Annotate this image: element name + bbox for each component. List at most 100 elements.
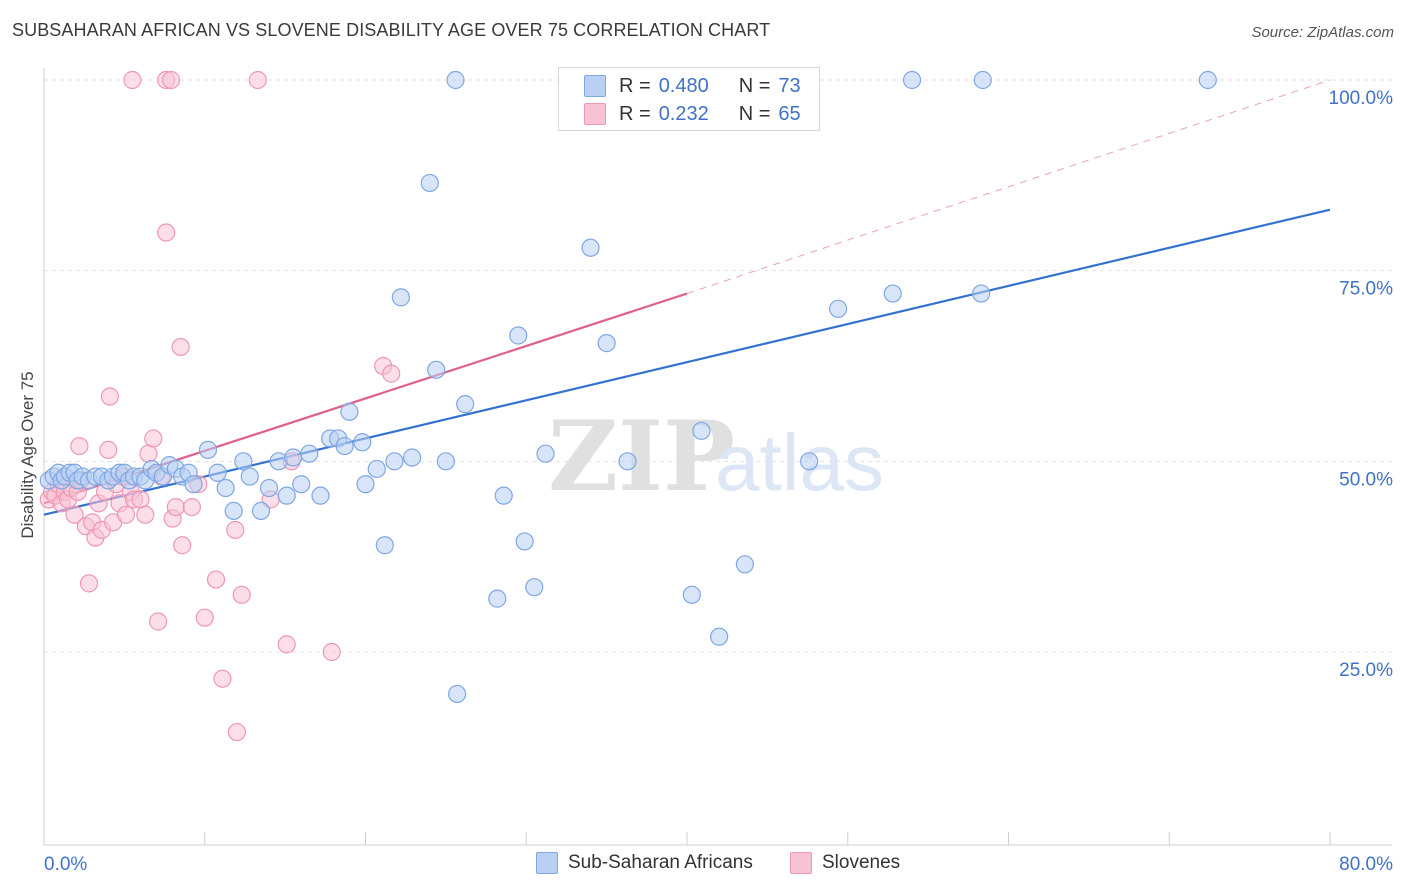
- legend-r-label: R =: [619, 102, 651, 125]
- data-point-sub-saharan-africans: [710, 627, 729, 646]
- data-point-sub-saharan-africans: [234, 452, 253, 471]
- data-point-slovenes: [171, 337, 190, 357]
- data-point-sub-saharan-africans: [536, 444, 555, 463]
- series-sub-saharan-africans: [39, 70, 1217, 704]
- data-point-sub-saharan-africans: [883, 284, 902, 303]
- data-point-sub-saharan-africans: [446, 70, 465, 90]
- data-point-sub-saharan-africans: [356, 475, 375, 494]
- legend-r-value: 0.232: [658, 102, 709, 125]
- data-point-sub-saharan-africans: [251, 501, 271, 521]
- watermark: ZIP atlas: [548, 400, 884, 513]
- axes: [43, 68, 1392, 846]
- data-point-sub-saharan-africans: [391, 288, 410, 307]
- data-point-sub-saharan-africans: [515, 532, 534, 551]
- data-point-sub-saharan-africans: [735, 555, 754, 574]
- data-point-sub-saharan-africans: [198, 440, 218, 459]
- data-point-sub-saharan-africans: [597, 334, 616, 353]
- data-point-sub-saharan-africans: [902, 70, 922, 90]
- data-point-slovenes: [123, 70, 142, 90]
- legend-n-value: 73: [778, 74, 801, 97]
- x-tick-label: 80.0%: [1339, 854, 1393, 875]
- data-point-sub-saharan-africans: [436, 452, 455, 471]
- data-point-slovenes: [65, 505, 84, 524]
- data-point-slovenes: [144, 429, 163, 448]
- legend-r-value: 0.480: [658, 74, 709, 97]
- y-tick-label: 25.0%: [1339, 660, 1393, 681]
- data-point-sub-saharan-africans: [292, 475, 311, 494]
- legend-swatch-blue: [536, 852, 558, 874]
- data-point-slovenes: [166, 497, 185, 517]
- data-point-sub-saharan-africans: [208, 463, 227, 482]
- legend-item-sub-saharan-africans[interactable]: Sub-Saharan Africans: [536, 852, 753, 874]
- data-point-sub-saharan-africans: [829, 299, 848, 318]
- data-point-sub-saharan-africans: [224, 501, 243, 521]
- legend-n-label: N =: [738, 102, 771, 125]
- data-point-sub-saharan-africans: [353, 433, 372, 452]
- data-point-slovenes: [100, 387, 120, 406]
- legend-stats-row-blue: R = 0.480 N = 73: [584, 72, 801, 100]
- data-point-slovenes: [226, 520, 245, 540]
- data-point-slovenes: [227, 722, 246, 742]
- data-point-sub-saharan-africans: [300, 444, 319, 463]
- legend-stats-row-pink: R = 0.232 N = 65: [584, 100, 801, 128]
- data-point-slovenes: [195, 608, 214, 627]
- data-point-slovenes: [79, 574, 99, 593]
- x-tick-label: 0.0%: [44, 854, 87, 875]
- legend-n-label: N =: [738, 74, 771, 97]
- chart-title: SUBSAHARAN AFRICAN VS SLOVENE DISABILITY…: [12, 20, 771, 40]
- data-point-sub-saharan-africans: [240, 467, 259, 486]
- data-point-sub-saharan-africans: [427, 360, 446, 379]
- y-tick-label: 75.0%: [1339, 279, 1393, 300]
- data-point-sub-saharan-africans: [525, 578, 544, 597]
- y-tick-label: 100.0%: [1329, 88, 1394, 109]
- legend-item-slovenes[interactable]: Slovenes: [790, 852, 900, 874]
- data-point-sub-saharan-africans: [1198, 70, 1217, 90]
- data-point-slovenes: [139, 444, 158, 463]
- chart-source: Source: ZipAtlas.com: [1251, 24, 1394, 41]
- data-point-sub-saharan-africans: [403, 448, 422, 467]
- data-point-sub-saharan-africans: [448, 684, 467, 704]
- data-point-slovenes: [206, 570, 226, 589]
- data-point-slovenes: [232, 585, 251, 604]
- data-point-slovenes: [182, 497, 201, 517]
- data-point-sub-saharan-africans: [184, 475, 203, 494]
- data-point-sub-saharan-africans: [277, 486, 296, 505]
- y-axis-label: Disability Age Over 75: [18, 371, 37, 538]
- data-point-sub-saharan-africans: [335, 436, 354, 456]
- data-point-slovenes: [99, 440, 118, 459]
- data-point-slovenes: [277, 635, 296, 654]
- data-point-sub-saharan-africans: [618, 452, 637, 471]
- tick-labels: 25.0% 50.0% 75.0% 100.0% 0.0% 80.0%: [44, 88, 1393, 875]
- data-point-slovenes: [70, 436, 89, 456]
- legend-label: Slovenes: [822, 852, 901, 873]
- y-tick-label: 50.0%: [1339, 469, 1393, 490]
- data-point-sub-saharan-africans: [972, 284, 991, 303]
- data-point-sub-saharan-africans: [692, 421, 711, 440]
- data-point-slovenes: [116, 505, 136, 524]
- gridlines: [44, 79, 1392, 653]
- data-point-sub-saharan-africans: [800, 452, 819, 471]
- data-point-sub-saharan-africans: [973, 70, 992, 90]
- legend-swatch-blue: [584, 75, 606, 97]
- legend-swatch-pink: [584, 103, 606, 125]
- data-point-slovenes: [173, 536, 192, 555]
- legend-series: Sub-Saharan Africans Slovenes: [0, 852, 1406, 878]
- data-point-sub-saharan-africans: [259, 478, 279, 498]
- legend-label: Sub-Saharan Africans: [568, 852, 753, 873]
- data-point-slovenes: [161, 70, 181, 90]
- legend-stats: R = 0.480 N = 73 R = 0.232 N = 65: [558, 67, 820, 131]
- data-point-sub-saharan-africans: [311, 486, 330, 505]
- data-point-slovenes: [157, 223, 176, 242]
- trend-line-sub-saharan-africans: [43, 208, 1331, 516]
- data-point-slovenes: [382, 364, 401, 383]
- data-point-sub-saharan-africans: [456, 395, 475, 414]
- data-point-slovenes: [131, 490, 150, 509]
- data-point-sub-saharan-africans: [509, 326, 528, 345]
- data-point-slovenes: [136, 505, 155, 524]
- data-point-sub-saharan-africans: [682, 585, 701, 604]
- trend-line-slovenes-extended: [686, 79, 1331, 295]
- data-point-sub-saharan-africans: [420, 173, 439, 193]
- data-point-slovenes: [149, 612, 168, 631]
- legend-n-value: 65: [778, 102, 801, 125]
